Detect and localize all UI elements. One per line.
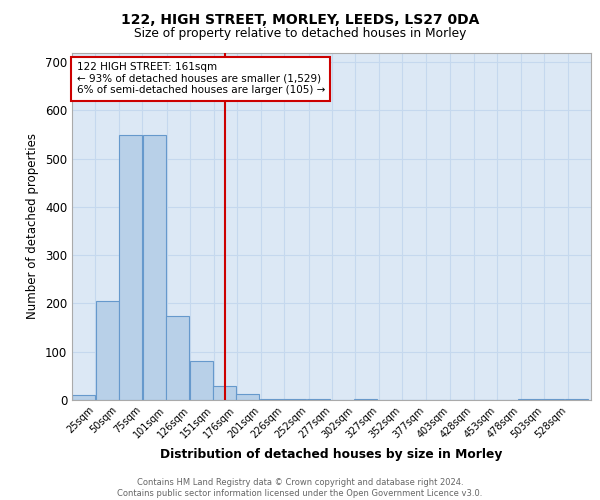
Text: Contains HM Land Registry data © Crown copyright and database right 2024.
Contai: Contains HM Land Registry data © Crown c… xyxy=(118,478,482,498)
Y-axis label: Number of detached properties: Number of detached properties xyxy=(26,133,40,320)
Bar xyxy=(72,395,95,400)
Bar xyxy=(95,301,119,400)
Bar xyxy=(283,398,307,400)
Bar xyxy=(213,386,236,400)
Bar xyxy=(354,398,377,400)
Text: 122, HIGH STREET, MORLEY, LEEDS, LS27 0DA: 122, HIGH STREET, MORLEY, LEEDS, LS27 0D… xyxy=(121,12,479,26)
Bar xyxy=(236,394,259,400)
Bar xyxy=(166,316,189,400)
X-axis label: Distribution of detached houses by size in Morley: Distribution of detached houses by size … xyxy=(160,448,503,461)
Bar xyxy=(565,398,588,400)
Bar xyxy=(518,398,541,400)
Bar xyxy=(260,398,283,400)
Bar xyxy=(541,398,565,400)
Bar xyxy=(307,398,330,400)
Bar xyxy=(119,134,142,400)
Text: Size of property relative to detached houses in Morley: Size of property relative to detached ho… xyxy=(134,28,466,40)
Bar xyxy=(143,134,166,400)
Text: 122 HIGH STREET: 161sqm
← 93% of detached houses are smaller (1,529)
6% of semi-: 122 HIGH STREET: 161sqm ← 93% of detache… xyxy=(77,62,325,96)
Bar xyxy=(190,362,212,400)
